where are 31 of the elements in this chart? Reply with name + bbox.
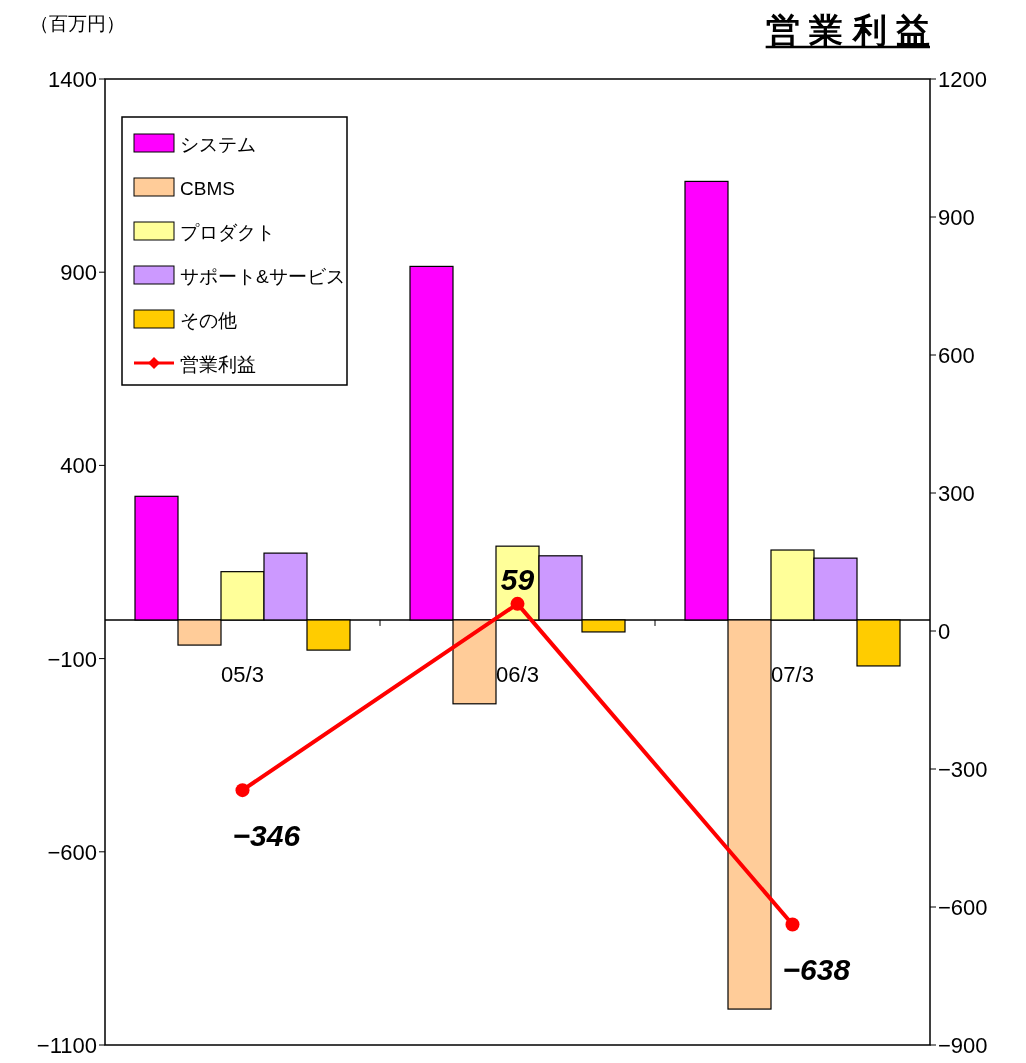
point <box>235 783 250 798</box>
chart-title: 営 業 利 益 <box>765 11 930 49</box>
y-tick-label: 900 <box>60 260 97 286</box>
x-tick-label: 07/3 <box>771 661 814 687</box>
y-axis-title: （百万円） <box>30 13 125 34</box>
y-tick-label: 400 <box>60 453 97 479</box>
y-tick-label: 1400 <box>48 67 97 92</box>
x-tick-label: 05/3 <box>221 661 264 687</box>
point <box>510 596 525 611</box>
x-tick-label: 06/3 <box>496 661 539 687</box>
legend-label: プロダクト <box>180 222 275 243</box>
legend-label: CBMS <box>180 178 235 199</box>
point <box>785 917 800 932</box>
data-label: 59 <box>500 562 535 596</box>
legend-label: その他 <box>180 310 237 331</box>
legend-label: サポート&サービス <box>180 266 345 287</box>
y2-tick-label: 1200 <box>938 67 987 92</box>
legend-label: システム <box>180 134 256 155</box>
y2-tick-label: 600 <box>938 343 975 368</box>
data-label: −638 <box>782 953 851 987</box>
data-label: −346 <box>232 819 301 853</box>
y-tick-label: −600 <box>47 839 97 865</box>
y2-tick-label: −600 <box>938 895 988 920</box>
y-tick-label: −1100 <box>36 1033 97 1058</box>
y2-tick-label: 300 <box>938 481 975 506</box>
y2-tick-label: −900 <box>938 1033 988 1058</box>
y-tick-label: −100 <box>47 646 97 672</box>
y2-tick-label: 900 <box>938 205 975 230</box>
y2-tick-label: 0 <box>938 619 951 644</box>
y2-tick-label: −300 <box>938 757 988 782</box>
legend-label: 営業利益 <box>180 354 256 375</box>
